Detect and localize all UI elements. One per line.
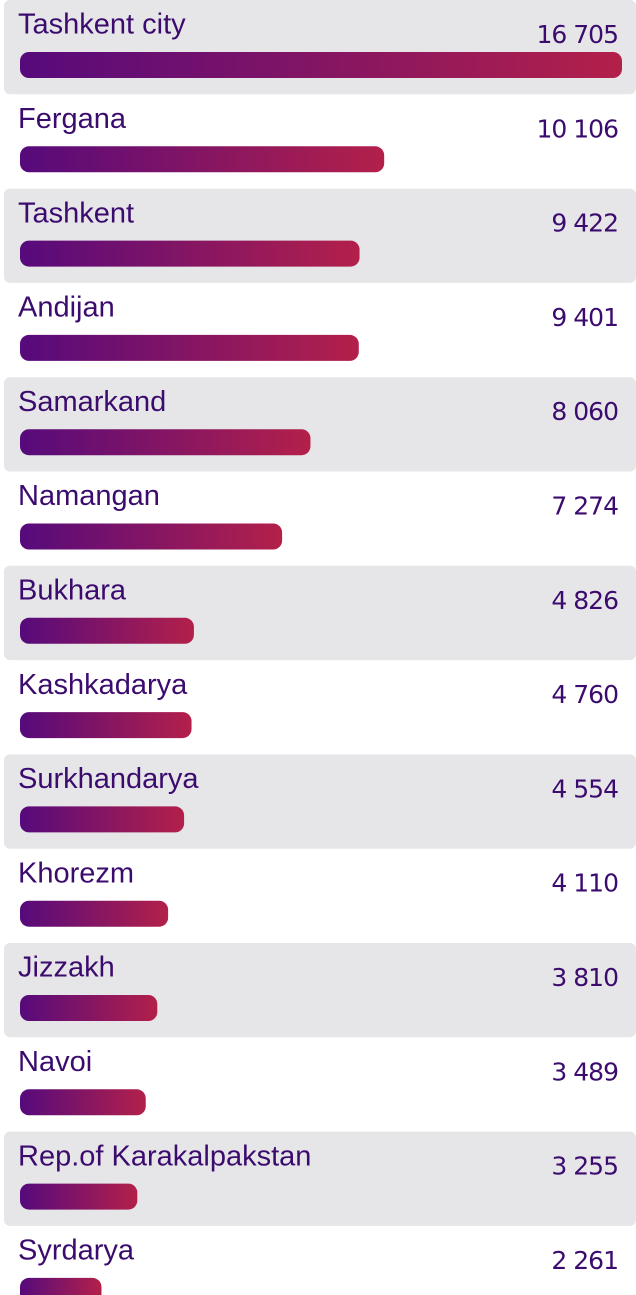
bar	[20, 712, 192, 739]
category-label: Surkhandarya	[18, 763, 199, 795]
value-label: 3 255	[551, 1152, 618, 1181]
category-label: Rep.of Karakalpakstan	[18, 1140, 311, 1172]
category-label: Samarkand	[18, 386, 166, 418]
value-label: 10 106	[537, 114, 619, 143]
category-label: Kashkadarya	[18, 669, 188, 701]
bar	[20, 146, 385, 173]
category-label: Tashkent city	[18, 9, 186, 41]
row-band	[4, 1131, 636, 1226]
category-label: Namangan	[18, 480, 160, 512]
bar	[20, 995, 158, 1021]
category-label: Khorezm	[18, 857, 134, 889]
value-label: 4 554	[551, 774, 618, 803]
category-label: Navoi	[18, 1046, 92, 1078]
value-label: 4 110	[551, 869, 618, 898]
value-label: 3 810	[551, 963, 618, 992]
bar	[20, 617, 194, 644]
category-label: Jizzakh	[18, 952, 115, 984]
category-label: Tashkent	[18, 197, 134, 229]
category-label: Syrdarya	[18, 1235, 135, 1267]
value-label: 7 274	[551, 492, 618, 521]
bar	[20, 429, 311, 456]
bar	[20, 900, 169, 927]
value-label: 2 261	[551, 1246, 618, 1275]
bar	[20, 334, 359, 361]
row-band	[4, 943, 636, 1038]
category-label: Andijan	[18, 292, 115, 324]
value-label: 8 060	[551, 397, 618, 426]
value-label: 16 705	[537, 20, 618, 49]
value-label: 3 489	[551, 1057, 618, 1086]
value-label: 4 826	[551, 586, 618, 615]
bar	[20, 1089, 146, 1116]
value-label: 9 401	[551, 303, 618, 332]
bar	[20, 1183, 138, 1210]
category-label: Bukhara	[18, 574, 127, 606]
value-label: 4 760	[551, 680, 618, 709]
bar	[20, 1277, 102, 1295]
value-label: 9 422	[551, 209, 618, 238]
bar	[20, 240, 360, 267]
category-label: Fergana	[18, 103, 127, 135]
bar	[20, 523, 283, 550]
bar	[20, 52, 622, 78]
bar	[20, 806, 185, 833]
